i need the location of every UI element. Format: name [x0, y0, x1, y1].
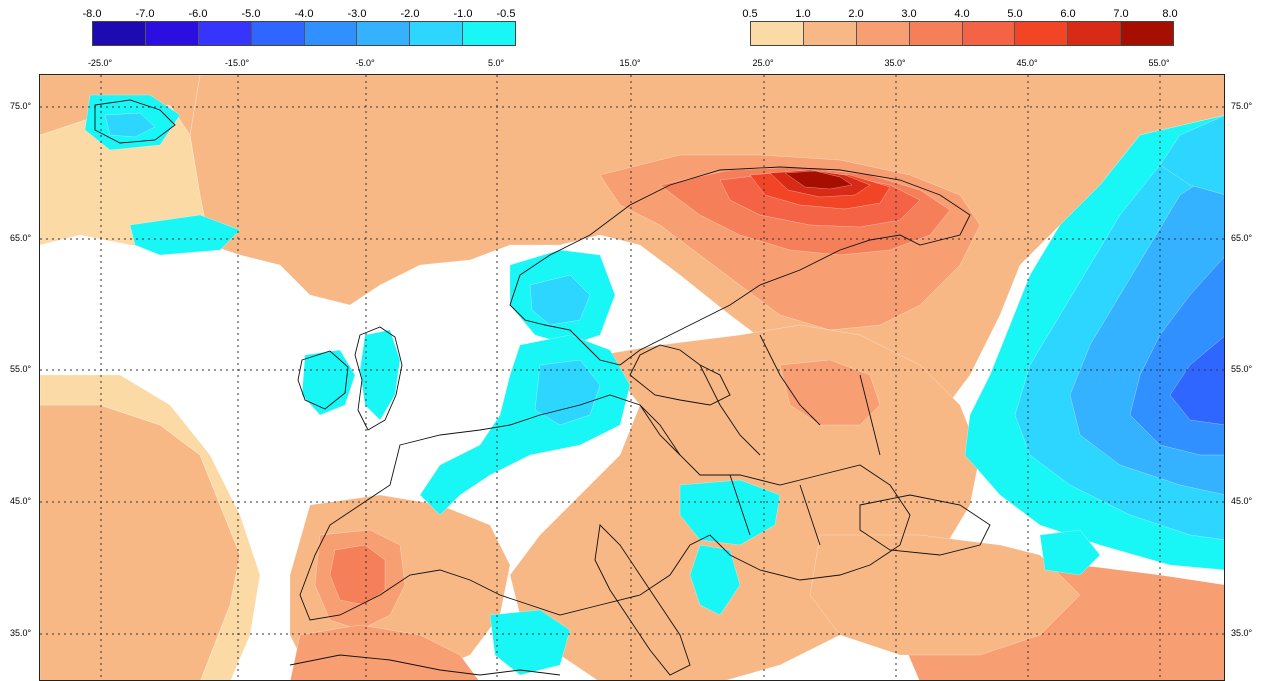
atlantic-pale-band	[40, 374, 261, 680]
latitude-label-right: 35.0°	[1231, 628, 1253, 638]
legend-tick: -1.0	[453, 8, 473, 20]
iberia-strong	[329, 544, 386, 606]
coastlines	[94, 99, 991, 676]
anomaly-map	[39, 74, 1225, 681]
baltic-coastline	[629, 344, 731, 406]
blacksea-cold	[1039, 529, 1101, 576]
latitude-label-right: 65.0°	[1231, 233, 1253, 243]
warm-core-darkest	[784, 170, 853, 190]
anomaly-map-canvas	[40, 75, 1224, 680]
black-sea-coastline	[859, 494, 991, 556]
positive-legend-swatch	[962, 22, 1016, 45]
negative-legend-swatch	[198, 22, 252, 45]
north-sea-cold-inner	[534, 359, 601, 426]
longitude-label: -15.0°	[224, 58, 250, 68]
positive-legend-swatch	[751, 22, 804, 45]
legend-tick: -2.0	[400, 8, 420, 20]
negative-legend-swatch	[463, 22, 515, 45]
negative-legend-swatch	[410, 22, 464, 45]
negative-legend-swatch	[145, 22, 199, 45]
legend-tick: 5.0	[1007, 8, 1023, 20]
legend-tick: -5.0	[241, 8, 261, 20]
ireland-cold	[301, 349, 356, 416]
positive-legend-swatch	[1068, 22, 1122, 45]
legend-tick: 3.0	[901, 8, 917, 20]
longitude-label: 15.0°	[619, 58, 641, 68]
latitude-label-right: 55.0°	[1231, 364, 1253, 374]
adriatic-cold	[689, 544, 741, 616]
legend-tick: -0.5	[496, 8, 516, 20]
negative-legend-swatch	[357, 22, 411, 45]
negative-legend-swatch	[93, 22, 146, 45]
legend-tick: 4.0	[954, 8, 970, 20]
latitude-label-left: 65.0°	[10, 233, 32, 243]
atlantic-southwest-warm	[40, 404, 241, 680]
anomaly-fields	[40, 75, 1224, 680]
legend-tick: -7.0	[135, 8, 155, 20]
positive-legend-ticks: 0.5 1.0 2.0 3.0 4.0 5.0 6.0 7.0 8.0	[742, 8, 1178, 22]
longitude-label: -25.0°	[87, 58, 113, 68]
positive-legend-swatch	[1121, 22, 1173, 45]
positive-color-bar	[750, 21, 1174, 46]
scandinavia-coastline	[509, 166, 971, 366]
latitude-label-left: 35.0°	[10, 628, 32, 638]
legend-tick: 1.0	[795, 8, 811, 20]
east-med-light	[809, 534, 1081, 656]
positive-legend-swatch	[1015, 22, 1069, 45]
med-cold-patch	[489, 609, 571, 676]
legend-tick: 2.0	[848, 8, 864, 20]
longitude-label: 25.0°	[752, 58, 774, 68]
positive-legend-swatch	[856, 22, 910, 45]
graticule	[40, 75, 1224, 680]
longitude-label: 45.0°	[1016, 58, 1038, 68]
longitude-label: 5.0°	[487, 58, 505, 68]
legend-tick: -8.0	[82, 8, 102, 20]
north-africa-warm	[290, 624, 479, 680]
negative-legend-ticks: -8.0 -7.0 -6.0 -5.0 -4.0 -3.0 -2.0 -1.0 …	[83, 8, 516, 22]
ireland-coastline	[297, 350, 349, 410]
iceland-coastline	[94, 99, 176, 144]
latitude-label-left: 55.0°	[10, 364, 32, 374]
atlantic-cold-patch	[129, 214, 241, 256]
uk-coastline	[354, 326, 403, 431]
negative-legend-swatch	[251, 22, 305, 45]
iceland-cold-inner	[104, 112, 156, 138]
negative-legend-swatch	[304, 22, 358, 45]
legend-tick: 7.0	[1113, 8, 1129, 20]
longitude-labels: -25.0° -15.0° -5.0° 5.0° 15.0° 25.0° 35.…	[0, 58, 1266, 70]
longitude-label: 35.0°	[884, 58, 906, 68]
balkans-cold	[679, 479, 781, 546]
legend-tick: -4.0	[294, 8, 314, 20]
italy-coastline	[594, 524, 691, 676]
norway-cold-inner	[529, 274, 591, 326]
legend-tick: 8.0	[1162, 8, 1178, 20]
legend-tick: -6.0	[188, 8, 208, 20]
russia-cold-deep	[1169, 336, 1224, 425]
longitude-label: 55.0°	[1148, 58, 1170, 68]
north-africa-coastline	[289, 654, 561, 676]
legend-tick: 6.0	[1060, 8, 1076, 20]
negative-color-bar	[92, 21, 516, 46]
positive-legend-swatch	[803, 22, 857, 45]
latitude-label-left: 45.0°	[10, 496, 32, 506]
legend-tick: -3.0	[347, 8, 367, 20]
positive-anomaly-legend: 0.5 1.0 2.0 3.0 4.0 5.0 6.0 7.0 8.0	[742, 0, 1178, 60]
longitude-label: -5.0°	[355, 58, 375, 68]
barents-cold-sky	[1159, 115, 1224, 195]
latitude-label-left: 75.0°	[10, 101, 32, 111]
border-lines	[639, 334, 881, 546]
latitude-label-right: 45.0°	[1231, 496, 1253, 506]
positive-legend-swatch	[909, 22, 963, 45]
negative-anomaly-legend: -8.0 -7.0 -6.0 -5.0 -4.0 -3.0 -2.0 -1.0 …	[83, 0, 516, 60]
latitude-label-right: 75.0°	[1231, 101, 1253, 111]
legend-tick: 0.5	[742, 8, 758, 20]
